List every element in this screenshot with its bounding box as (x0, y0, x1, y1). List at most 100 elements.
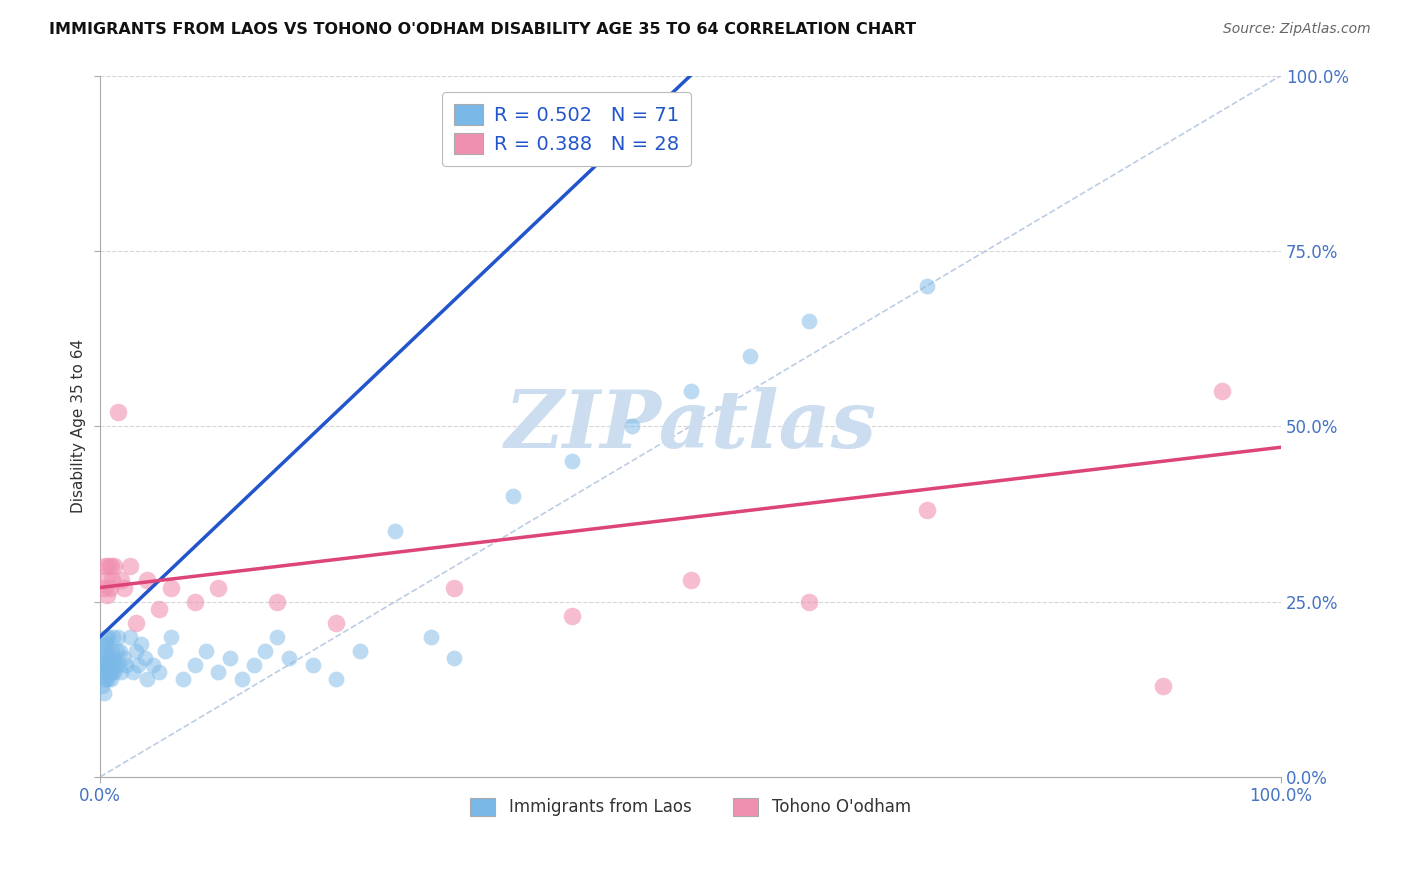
Point (160, 581, 183, 595)
Point (101, 630, 124, 644)
Point (266, 594, 288, 608)
Point (136, 672, 159, 686)
Point (94, 672, 117, 686)
Point (266, 630, 288, 644)
Point (679, 384, 702, 398)
Point (118, 630, 141, 644)
Point (100, 657, 122, 672)
Point (94, 559, 117, 574)
Point (124, 615, 146, 630)
Point (91, 650, 114, 665)
Point (98, 581, 121, 595)
Point (797, 594, 820, 608)
Point (93, 686, 115, 700)
Point (443, 650, 465, 665)
Point (94, 657, 117, 672)
Point (127, 657, 149, 672)
Point (384, 524, 406, 539)
Legend: Immigrants from Laos, Tohono O'odham: Immigrants from Laos, Tohono O'odham (463, 789, 920, 824)
Point (115, 657, 138, 672)
Point (153, 643, 176, 657)
Point (1152, 679, 1174, 693)
Point (112, 650, 135, 665)
Point (98, 665, 121, 679)
Point (93, 643, 115, 657)
Point (254, 643, 277, 657)
Y-axis label: Disability Age 35 to 64: Disability Age 35 to 64 (72, 339, 86, 513)
Point (94, 637, 117, 651)
Point (131, 637, 153, 651)
Point (94, 665, 117, 679)
Point (502, 489, 524, 503)
Point (93, 657, 115, 672)
Text: Source: ZipAtlas.com: Source: ZipAtlas.com (1223, 22, 1371, 37)
Point (160, 630, 183, 644)
Point (325, 615, 347, 630)
Point (96, 587, 118, 601)
Point (679, 574, 702, 588)
Point (96, 665, 118, 679)
Point (183, 594, 205, 608)
Point (561, 454, 583, 468)
Point (97, 657, 120, 672)
Point (915, 279, 938, 293)
Point (797, 314, 820, 328)
Point (104, 657, 127, 672)
Point (94, 657, 117, 672)
Point (103, 650, 125, 665)
Point (98, 650, 121, 665)
Point (136, 574, 159, 588)
Point (100, 672, 122, 686)
Point (105, 643, 128, 657)
Point (96, 637, 118, 651)
Point (207, 581, 229, 595)
Point (278, 650, 301, 665)
Point (915, 503, 938, 517)
Point (108, 657, 131, 672)
Point (94, 672, 117, 686)
Point (107, 630, 129, 644)
Point (738, 349, 761, 363)
Point (148, 665, 170, 679)
Point (94, 574, 117, 588)
Point (91, 679, 114, 693)
Point (301, 657, 323, 672)
Point (110, 665, 132, 679)
Point (101, 643, 124, 657)
Point (124, 643, 146, 657)
Point (134, 650, 156, 665)
Point (419, 630, 441, 644)
Point (103, 559, 125, 574)
Point (103, 665, 125, 679)
Point (142, 657, 165, 672)
Point (195, 643, 218, 657)
Point (110, 574, 132, 588)
Point (561, 608, 583, 623)
Point (94, 630, 117, 644)
Point (93, 581, 115, 595)
Point (112, 581, 135, 595)
Point (325, 672, 347, 686)
Point (100, 559, 122, 574)
Point (97, 630, 120, 644)
Point (122, 665, 145, 679)
Point (183, 657, 205, 672)
Point (219, 650, 242, 665)
Point (443, 581, 465, 595)
Point (620, 419, 643, 434)
Point (349, 643, 371, 657)
Text: IMMIGRANTS FROM LAOS VS TOHONO O'ODHAM DISABILITY AGE 35 TO 64 CORRELATION CHART: IMMIGRANTS FROM LAOS VS TOHONO O'ODHAM D… (49, 22, 917, 37)
Point (107, 405, 129, 419)
Point (172, 672, 194, 686)
Point (90, 665, 112, 679)
Point (231, 672, 253, 686)
Point (101, 574, 124, 588)
Point (118, 559, 141, 574)
Point (242, 657, 264, 672)
Point (108, 643, 131, 657)
Point (94, 643, 117, 657)
Point (96, 650, 118, 665)
Point (97, 672, 120, 686)
Point (148, 601, 170, 615)
Point (1211, 384, 1233, 398)
